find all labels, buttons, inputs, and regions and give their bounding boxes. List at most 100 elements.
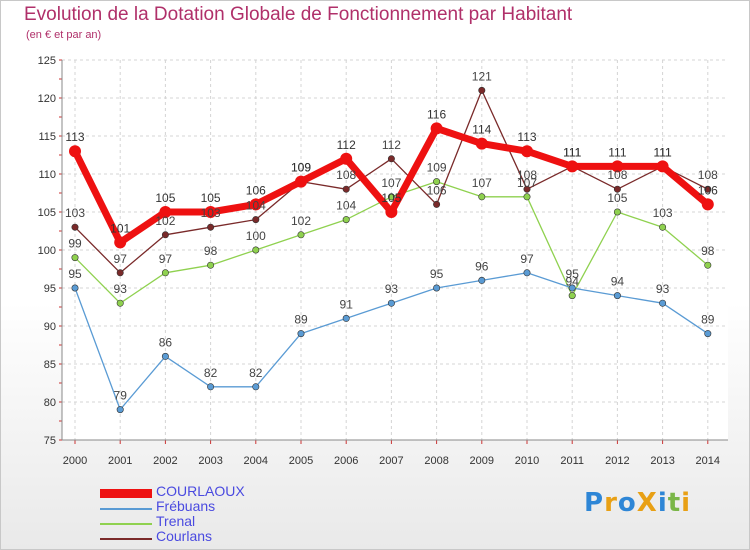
logo-letter: r [604, 488, 618, 518]
data-point-trenal [659, 223, 667, 231]
data-label-courlans: 111 [563, 145, 582, 159]
data-label-trenal: 94 [566, 275, 580, 289]
data-point-courlans [523, 185, 531, 193]
data-label-courlans: 106 [427, 183, 447, 197]
logo-letter: o [617, 488, 637, 518]
data-label-trenal: 104 [336, 199, 356, 213]
data-label-courlaoux: 114 [472, 123, 491, 137]
legend-swatch [100, 538, 152, 540]
legend-item: Courlans [100, 528, 320, 546]
data-point-frebuans [161, 352, 169, 360]
data-point-courlaoux [340, 152, 353, 165]
data-point-trenal [252, 246, 260, 254]
logo-letter: i [657, 488, 668, 518]
data-label-courlans: 108 [698, 168, 718, 182]
data-label-courlans: 104 [246, 199, 266, 213]
y-tick-label: 110 [38, 169, 56, 181]
data-point-courlaoux [566, 160, 579, 173]
data-point-courlans [71, 223, 79, 231]
data-label-trenal: 97 [159, 252, 173, 266]
data-label-trenal: 100 [246, 229, 266, 243]
y-tick-label: 105 [38, 207, 56, 219]
data-point-courlans [704, 185, 712, 193]
data-label-courlaoux: 105 [381, 191, 401, 205]
x-tick-label: 2005 [289, 455, 313, 467]
x-tick-label: 2006 [334, 455, 358, 467]
x-tick-label: 2014 [696, 455, 720, 467]
data-label-frebuans: 91 [340, 297, 354, 311]
y-tick-label: 115 [38, 131, 56, 143]
data-label-courlaoux: 109 [291, 161, 311, 175]
data-label-frebuans: 89 [701, 313, 715, 327]
y-tick-label: 120 [38, 93, 56, 105]
data-point-trenal [613, 208, 621, 216]
data-point-trenal [116, 299, 124, 307]
data-point-trenal [161, 269, 169, 277]
data-point-courlans [207, 223, 215, 231]
data-label-frebuans: 95 [68, 267, 82, 281]
data-point-courlaoux [701, 198, 714, 211]
y-tick-label: 90 [44, 321, 56, 333]
data-label-courlans: 108 [336, 168, 356, 182]
data-label-frebuans: 96 [475, 259, 489, 273]
x-tick-label: 2001 [108, 455, 132, 467]
data-label-courlaoux: 113 [517, 130, 536, 144]
data-point-frebuans [342, 314, 350, 322]
data-point-courlaoux [295, 175, 307, 188]
data-point-frebuans [433, 284, 441, 292]
data-label-trenal: 107 [472, 176, 492, 190]
data-point-trenal [704, 261, 712, 269]
logo-letter: P [584, 488, 605, 518]
data-point-trenal [342, 216, 350, 224]
data-label-frebuans: 82 [204, 366, 218, 380]
data-point-courlaoux [385, 206, 398, 218]
data-point-trenal [433, 178, 441, 186]
data-point-courlaoux [114, 236, 127, 249]
logo-letter: i [681, 488, 692, 518]
data-point-courlans [613, 185, 621, 193]
data-point-frebuans [387, 299, 395, 307]
data-point-courlaoux [249, 198, 262, 211]
legend-swatch [100, 508, 152, 510]
data-label-courlaoux: 111 [608, 145, 627, 159]
y-tick-label: 95 [44, 283, 56, 295]
data-point-courlaoux [430, 122, 443, 135]
data-point-courlans [387, 155, 395, 163]
data-label-courlans: 111 [653, 145, 672, 159]
data-label-frebuans: 95 [430, 267, 444, 281]
data-point-trenal [568, 292, 576, 300]
data-point-courlans [433, 200, 441, 208]
data-point-courlans [116, 269, 124, 277]
data-point-frebuans [613, 292, 621, 300]
data-label-frebuans: 89 [294, 313, 308, 327]
chart-title: Evolution de la Dotation Globale de Fonc… [24, 4, 573, 25]
legend: COURLAOUX Frébuans Trenal Courlans [100, 483, 320, 546]
data-point-trenal [523, 193, 531, 201]
y-tick-label: 125 [38, 55, 56, 67]
data-label-courlaoux: 106 [246, 183, 266, 197]
data-label-frebuans: 82 [249, 366, 263, 380]
x-tick-label: 2000 [63, 455, 87, 467]
data-label-courlaoux: 106 [698, 183, 718, 197]
data-point-courlaoux [521, 145, 533, 158]
data-point-trenal [207, 261, 215, 269]
data-label-courlans: 103 [65, 206, 85, 220]
data-label-frebuans: 97 [520, 252, 534, 266]
data-label-trenal: 107 [381, 176, 401, 190]
data-label-courlaoux: 101 [110, 221, 130, 235]
data-label-frebuans: 86 [159, 335, 173, 349]
data-point-courlaoux [611, 160, 624, 173]
data-label-courlans: 103 [201, 206, 221, 220]
x-tick-label: 2002 [153, 455, 177, 467]
legend-swatch [100, 489, 152, 498]
data-point-frebuans [659, 299, 667, 307]
data-point-courlaoux [159, 206, 172, 218]
data-point-frebuans [568, 284, 576, 292]
data-point-courlaoux [656, 160, 669, 173]
data-point-frebuans [71, 284, 79, 292]
data-label-frebuans: 93 [656, 282, 670, 296]
data-label-trenal: 105 [607, 191, 627, 205]
data-label-trenal: 109 [427, 161, 447, 175]
data-label-courlans: 109 [291, 161, 311, 175]
